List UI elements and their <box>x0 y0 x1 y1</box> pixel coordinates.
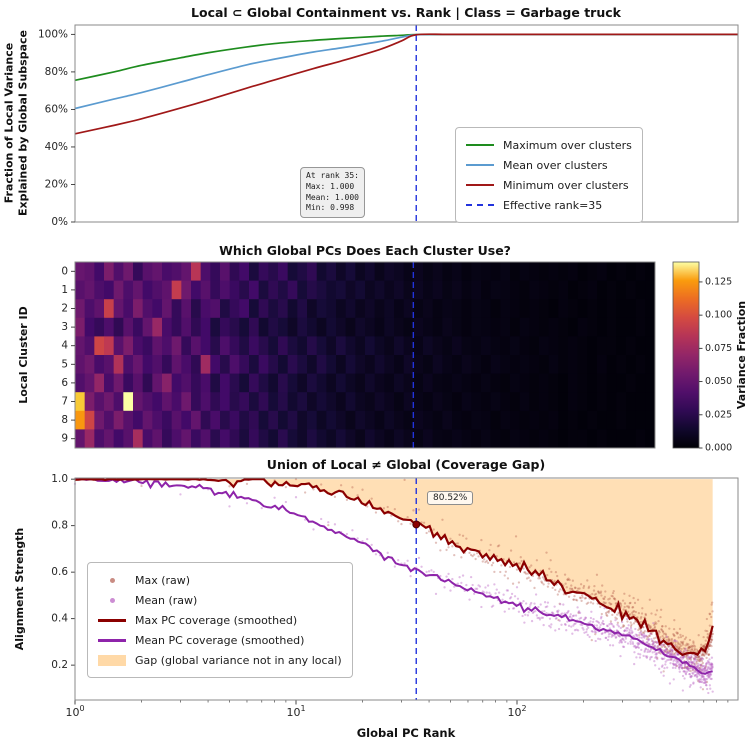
svg-text:0.050: 0.050 <box>705 376 732 387</box>
svg-text:0.000: 0.000 <box>705 443 732 454</box>
legend-sample-line <box>98 618 126 622</box>
svg-text:1.0: 1.0 <box>51 473 68 485</box>
colorbar: 0.000 0.025 0.050 0.075 0.100 0.125 <box>672 261 732 454</box>
gap-fill-region <box>75 479 713 655</box>
legend-entry: Gap (global variance not in any local) <box>98 650 342 670</box>
series-line <box>74 33 738 82</box>
svg-text:0%: 0% <box>51 216 68 228</box>
legend-label: Max (raw) <box>135 573 191 587</box>
mean-coverage-line <box>75 477 713 675</box>
svg-text:101: 101 <box>286 704 305 719</box>
svg-text:7: 7 <box>61 396 68 408</box>
legend-label: Mean (raw) <box>135 593 198 607</box>
legend-entry: Mean (raw) <box>98 590 342 610</box>
coverage-annotation-box: 80.52% <box>427 491 474 505</box>
legend-sample-line <box>466 144 494 146</box>
svg-text:0.025: 0.025 <box>705 409 732 420</box>
heatmap-yaxis: 0 1 2 3 4 5 6 7 8 9 <box>61 265 75 445</box>
svg-text:0.100: 0.100 <box>705 310 732 321</box>
legend-sample-dot <box>98 577 126 583</box>
legend-label: Minimum over clusters <box>503 178 629 192</box>
svg-text:0.075: 0.075 <box>705 343 732 354</box>
legend-label: Gap (global variance not in any local) <box>135 653 342 667</box>
coverage-lines <box>74 477 714 700</box>
series-line <box>74 33 738 110</box>
max-coverage-line <box>74 478 714 657</box>
legend-label: Mean PC coverage (smoothed) <box>135 633 305 647</box>
legend-label: Max PC coverage (smoothed) <box>135 613 298 627</box>
scatter-dot-sample <box>109 597 115 603</box>
cluster-heatmap <box>74 261 656 449</box>
legend-sample-line <box>98 638 126 642</box>
mean-raw--scatter <box>73 482 714 695</box>
legend-entry: Max (raw) <box>98 570 342 590</box>
svg-text:0.8: 0.8 <box>51 520 68 532</box>
svg-text:5: 5 <box>61 358 68 370</box>
scatter-dot-sample <box>109 577 115 583</box>
legend-sample-line <box>466 164 494 166</box>
legend-entry: Maximum over clusters <box>466 135 632 155</box>
panel2-title: Which Global PCs Does Each Cluster Use? <box>219 243 511 258</box>
svg-text:40%: 40% <box>45 141 68 153</box>
legend-label: Maximum over clusters <box>503 138 632 152</box>
colorbar-label: Variance Fraction <box>735 300 749 410</box>
rank-annotation-box: At rank 35: Max: 1.000 Mean: 1.000 Min: … <box>300 167 365 219</box>
series-line <box>74 33 738 135</box>
svg-text:100%: 100% <box>38 28 68 40</box>
panel3-legend: Max (raw) Mean (raw) Max PC coverage (smoo… <box>87 562 353 678</box>
containment-plot <box>74 24 739 223</box>
panel1-title: Local ⊂ Global Containment vs. Rank | Cl… <box>191 5 621 20</box>
legend-sample-dot <box>98 597 126 603</box>
svg-text:0.6: 0.6 <box>51 566 68 578</box>
svg-text:0: 0 <box>61 265 68 277</box>
panel3-title: Union of Local ≠ Global (Coverage Gap) <box>266 457 546 472</box>
legend-entry: Max PC coverage (smoothed) <box>98 610 342 630</box>
legend-label: Effective rank=35 <box>503 198 603 212</box>
svg-text:100: 100 <box>65 704 84 719</box>
legend-sample-patch <box>98 654 126 666</box>
coverage-axes: 0.2 0.4 0.6 0.8 1.0 100 101 102 <box>51 473 739 719</box>
legend-entry: Mean over clusters <box>466 155 632 175</box>
svg-text:8: 8 <box>61 414 68 426</box>
panel2-ylabel: Local Cluster ID <box>17 306 31 404</box>
legend-label: Mean over clusters <box>503 158 608 172</box>
svg-text:6: 6 <box>61 377 68 389</box>
svg-text:0.2: 0.2 <box>51 659 68 671</box>
svg-text:3: 3 <box>61 321 68 333</box>
legend-sample-line <box>466 184 494 186</box>
svg-text:80%: 80% <box>45 66 68 78</box>
svg-text:20%: 20% <box>45 178 68 190</box>
svg-text:102: 102 <box>507 704 526 719</box>
panel1-ylabel: Fraction of Local Variance Explained by … <box>2 29 29 217</box>
panel1-legend: Maximum over clusters Mean over clusters M… <box>455 127 643 223</box>
coverage-marker-dot <box>412 520 421 529</box>
svg-text:0.125: 0.125 <box>705 276 732 287</box>
containment-yaxis: 0% 20% 40% 60% 80% 100% <box>38 28 75 228</box>
legend-sample-dashed <box>466 204 494 206</box>
panel3-ylabel: Alignment Strength <box>13 527 27 651</box>
legend-entry: Effective rank=35 <box>466 195 632 215</box>
svg-text:9: 9 <box>61 433 68 445</box>
svg-text:1: 1 <box>61 284 68 296</box>
svg-text:4: 4 <box>61 340 68 352</box>
panel3-xlabel: Global PC Rank <box>356 726 456 740</box>
svg-text:0.4: 0.4 <box>51 613 68 625</box>
svg-text:2: 2 <box>61 303 68 315</box>
legend-entry: Mean PC coverage (smoothed) <box>98 630 342 650</box>
legend-entry: Minimum over clusters <box>466 175 632 195</box>
svg-text:60%: 60% <box>45 103 68 115</box>
